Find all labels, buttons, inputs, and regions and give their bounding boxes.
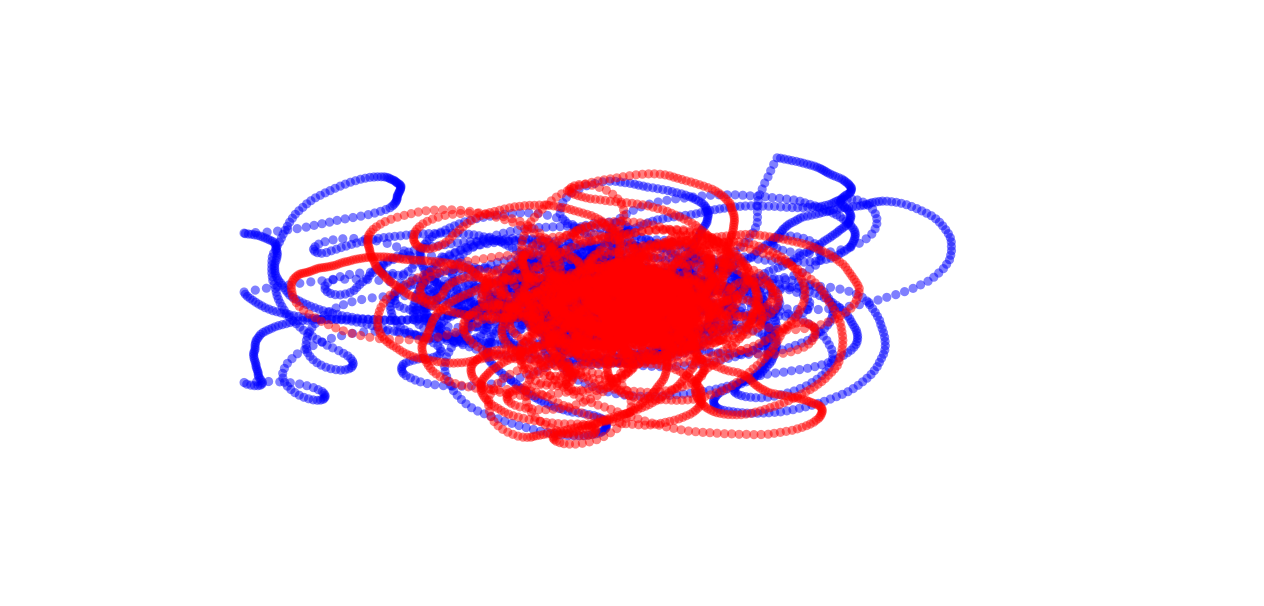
blue-scatter-point	[891, 290, 901, 300]
blue-scatter-point	[367, 293, 377, 303]
blue-scatter-point	[357, 294, 367, 305]
blue-scatter-point	[662, 195, 672, 205]
blue-scatter-point	[338, 234, 348, 244]
blue-scatter-point	[515, 208, 525, 218]
blue-scatter-point	[382, 238, 392, 248]
blue-scatter-point	[239, 228, 249, 238]
blue-scatter-point	[697, 191, 707, 201]
blue-scatter-point	[873, 295, 883, 305]
blue-scatter-point	[521, 422, 531, 433]
blue-scatter-point	[430, 380, 440, 390]
blue-scatter-point	[813, 304, 823, 315]
blue-scatter-point	[449, 336, 459, 346]
blue-scatter-point	[320, 237, 330, 247]
blue-scatter-point	[795, 365, 805, 375]
blue-scatter-point	[688, 192, 698, 202]
blue-scatter-point	[844, 286, 854, 296]
blue-scatter-point	[239, 377, 249, 388]
blue-scatter-point	[825, 282, 836, 292]
blue-scatter-point	[908, 283, 918, 293]
blue-scatter-point	[371, 236, 382, 246]
blue-scatter-point	[794, 248, 804, 258]
blue-scatter-point	[328, 235, 338, 245]
blue-scatter-point	[779, 273, 789, 283]
blue-scatter-point	[340, 274, 350, 284]
blue-scatter-point	[679, 193, 689, 203]
blue-scatter-point	[317, 276, 327, 286]
blue-scatter-point	[365, 267, 376, 277]
blue-scatter-point	[332, 215, 342, 225]
blue-scatter-point	[262, 227, 272, 237]
blue-scatter-point	[923, 276, 933, 286]
blue-scatter-point	[292, 224, 302, 234]
blue-scatter-point	[306, 277, 316, 287]
blue-scatter-point	[835, 284, 845, 294]
blue-scatter-point	[392, 327, 402, 337]
blue-scatter-point	[770, 368, 781, 378]
blue-scatter-point	[251, 228, 261, 238]
blue-scatter-point	[348, 212, 358, 223]
blue-scatter-point	[309, 220, 319, 230]
blue-scatter-point	[301, 222, 311, 232]
blue-scatter-point	[392, 242, 402, 252]
blue-scatter-point	[317, 337, 327, 347]
blue-scatter-point	[487, 326, 498, 336]
blue-scatter-point	[900, 287, 910, 297]
blue-scatter-point	[347, 297, 357, 307]
blue-scatter-point	[730, 190, 740, 200]
blue-scatter-point	[486, 337, 496, 347]
blue-scatter-point	[363, 275, 373, 285]
blue-scatter-point	[250, 285, 260, 295]
blue-scatter-point	[340, 214, 350, 224]
blue-scatter-point	[308, 340, 318, 351]
blue-scatter-point	[328, 275, 338, 285]
blue-scatter-point	[264, 376, 274, 387]
blue-scatter-point	[514, 420, 524, 431]
blue-scatter-point	[786, 366, 797, 376]
blue-scatter-point	[317, 219, 327, 229]
blue-scatter-point	[779, 367, 789, 377]
blue-scatter-point	[542, 210, 553, 220]
blue-scatter-point	[916, 280, 926, 290]
blue-scatter-point	[785, 247, 795, 257]
blue-scatter-point	[300, 344, 310, 355]
blue-scatter-point	[349, 233, 359, 244]
blue-scatter-point	[810, 362, 820, 372]
blue-scatter-point	[338, 300, 349, 310]
blue-scatter-point	[351, 274, 361, 284]
blue-scatter-point	[882, 292, 892, 302]
blue-scatter-point	[252, 377, 262, 387]
blue-scatter-point	[239, 287, 249, 297]
blue-scatter-point	[507, 418, 517, 428]
blue-scatter-point	[671, 194, 681, 204]
blue-scatter-point	[817, 360, 827, 370]
blue-scatter-point	[326, 333, 336, 343]
blue-scatter-point	[762, 369, 773, 379]
blue-scatter-point	[803, 363, 813, 373]
blue-scatter-point	[261, 283, 271, 293]
